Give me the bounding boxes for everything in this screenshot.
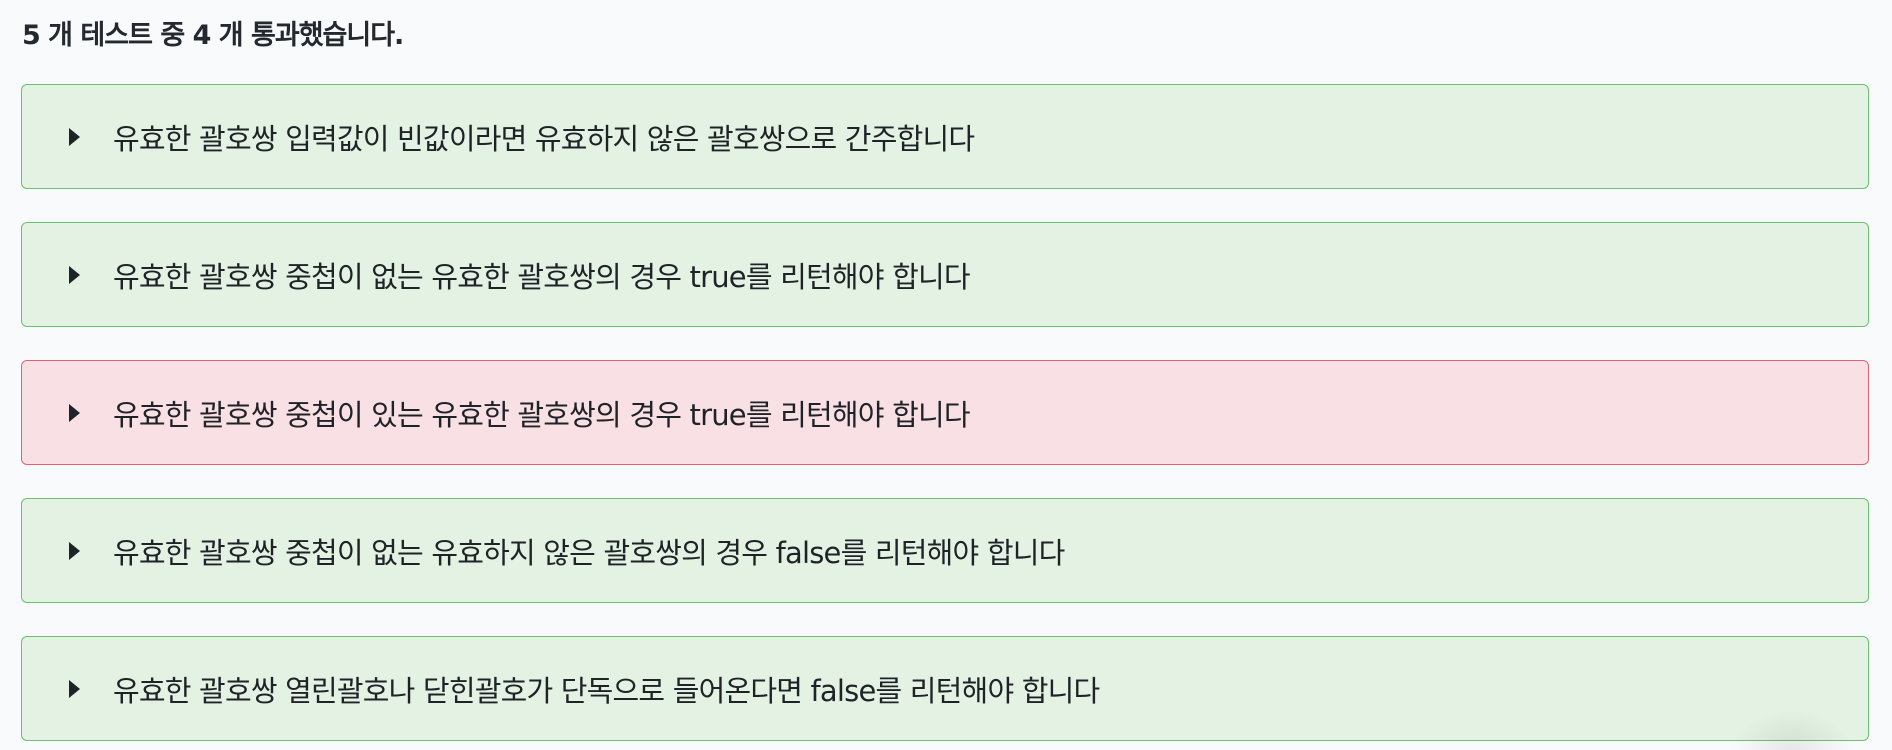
caret-right-icon: [69, 265, 80, 284]
caret-right-icon: [69, 679, 80, 698]
test-item-1[interactable]: 유효한 괄호쌍 입력값이 빈값이라면 유효하지 않은 괄호쌍으로 간주합니다: [21, 84, 1869, 189]
test-item-5[interactable]: 유효한 괄호쌍 열린괄호나 닫힌괄호가 단독으로 들어온다면 false를 리턴…: [21, 636, 1869, 741]
test-label: 유효한 괄호쌍 중첩이 있는 유효한 괄호쌍의 경우 true를 리턴해야 합니…: [113, 397, 971, 432]
test-label: 유효한 괄호쌍 중첩이 없는 유효한 괄호쌍의 경우 true를 리턴해야 합니…: [113, 259, 971, 294]
caret-right-icon: [69, 541, 80, 560]
test-label: 유효한 괄호쌍 입력값이 빈값이라면 유효하지 않은 괄호쌍으로 간주합니다: [113, 121, 975, 156]
test-label: 유효한 괄호쌍 열린괄호나 닫힌괄호가 단독으로 들어온다면 false를 리턴…: [113, 673, 1100, 708]
test-item-2[interactable]: 유효한 괄호쌍 중첩이 없는 유효한 괄호쌍의 경우 true를 리턴해야 합니…: [21, 222, 1869, 327]
test-summary: 5 개 테스트 중 4 개 통과했습니다.: [22, 20, 404, 51]
caret-right-icon: [69, 403, 80, 422]
test-item-3[interactable]: 유효한 괄호쌍 중첩이 있는 유효한 괄호쌍의 경우 true를 리턴해야 합니…: [21, 360, 1869, 465]
test-item-4[interactable]: 유효한 괄호쌍 중첩이 없는 유효하지 않은 괄호쌍의 경우 false를 리턴…: [21, 498, 1869, 603]
test-list: 유효한 괄호쌍 입력값이 빈값이라면 유효하지 않은 괄호쌍으로 간주합니다 유…: [21, 84, 1869, 750]
caret-right-icon: [69, 127, 80, 146]
test-label: 유효한 괄호쌍 중첩이 없는 유효하지 않은 괄호쌍의 경우 false를 리턴…: [113, 535, 1065, 570]
